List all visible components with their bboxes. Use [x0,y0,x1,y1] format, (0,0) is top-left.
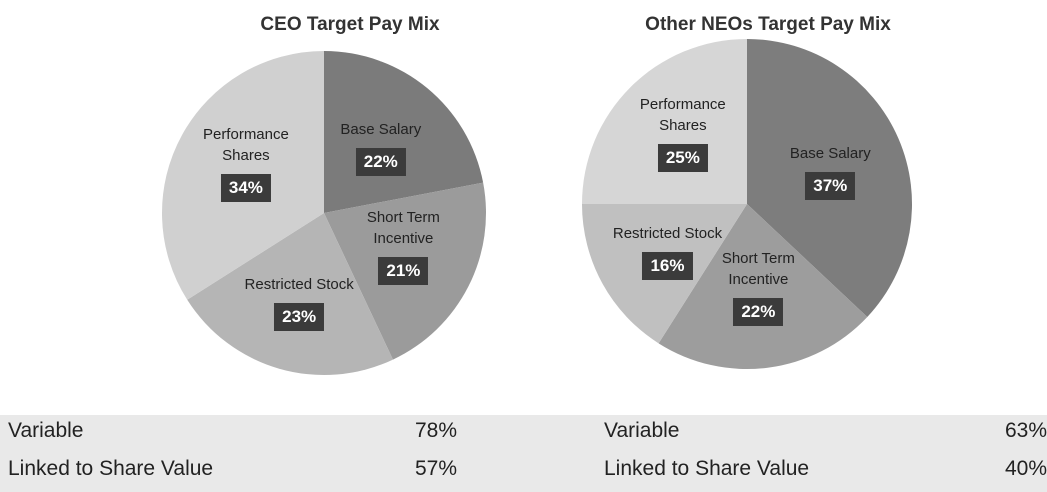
slice-label: Short Term Incentive [366,209,440,248]
slice-label: Performance Shares [639,95,726,134]
pie-slice [187,213,393,375]
row-value: 63% [1004,419,1047,442]
slice-label: Restricted Stock [244,275,354,293]
row-value: 57% [414,457,457,480]
value-label: 22% [355,148,406,177]
value-label: 25% [657,143,708,172]
table-band [0,415,1047,492]
row-label: Linked to Share Value [604,457,810,480]
pie-slice [658,204,868,369]
row-label: Variable [604,419,680,442]
slice-label: Short Term Incentive [721,250,795,289]
chart-title: Other NEOs Target Pay Mix [645,14,891,35]
slice-label: Base Salary [789,144,871,162]
value-label: 22% [733,298,784,327]
row-label: Variable [8,419,84,442]
value-label: 21% [378,257,429,286]
row-label: Linked to Share Value [8,457,214,480]
slice-label: Restricted Stock [612,224,723,242]
slice-label: Performance Shares [202,126,289,165]
value-label: 16% [642,251,693,280]
slice-label: Base Salary [340,121,422,139]
chart-title: CEO Target Pay Mix [260,14,440,35]
value-label: 23% [274,302,325,331]
value-label: 37% [805,171,856,200]
row-value: 78% [414,419,457,442]
value-label: 34% [220,174,271,203]
row-value: 40% [1004,457,1047,480]
